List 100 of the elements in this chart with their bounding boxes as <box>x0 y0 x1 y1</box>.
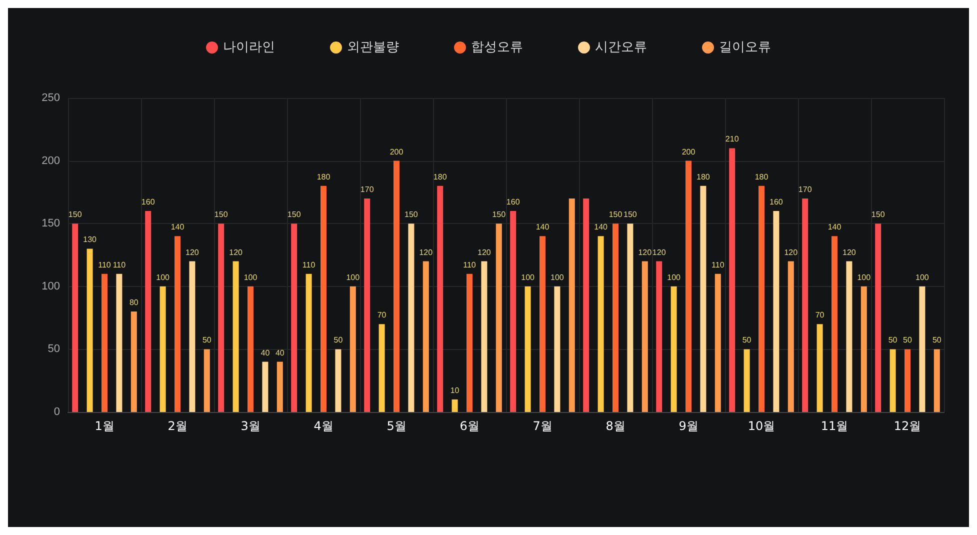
y-tick-label: 100 <box>42 280 60 292</box>
data-label: 180 <box>754 172 769 182</box>
data-label: 120 <box>638 248 652 257</box>
data-label: 150 <box>287 210 302 220</box>
x-tick-label: 5월 <box>386 419 406 433</box>
bar <box>320 186 326 412</box>
data-label: 50 <box>202 336 212 345</box>
data-label: 120 <box>229 248 244 257</box>
data-label: 110 <box>112 260 126 270</box>
data-label: 170 <box>798 184 812 194</box>
data-label: 100 <box>857 272 872 282</box>
bar <box>773 211 780 412</box>
bar <box>700 186 706 412</box>
bar <box>714 274 721 412</box>
data-label: 120 <box>478 248 492 257</box>
bar <box>627 224 634 412</box>
bar <box>744 349 750 412</box>
data-label: 160 <box>506 198 520 207</box>
data-label: 170 <box>360 184 374 194</box>
x-tick-label: 3월 <box>240 419 260 433</box>
data-label: 160 <box>141 198 156 207</box>
bar <box>408 224 414 412</box>
bar <box>846 261 852 412</box>
bar <box>86 248 93 412</box>
bar <box>816 324 823 412</box>
bar <box>729 148 736 412</box>
data-label: 120 <box>186 248 200 257</box>
bar <box>378 324 385 412</box>
bar <box>642 261 648 412</box>
bar <box>612 224 618 412</box>
data-label: 200 <box>682 147 696 156</box>
data-label: 70 <box>377 310 387 320</box>
x-tick-label: 12월 <box>894 419 922 433</box>
data-label: 110 <box>463 260 476 270</box>
data-label: 130 <box>83 235 98 244</box>
data-label: 150 <box>492 210 506 220</box>
y-tick-label: 250 <box>42 92 60 104</box>
bar <box>934 349 940 412</box>
x-tick-label: 2월 <box>168 419 188 433</box>
data-label: 110 <box>98 260 112 270</box>
x-tick-label: 11월 <box>820 419 848 433</box>
data-label: 40 <box>260 348 270 358</box>
bar <box>160 286 166 412</box>
data-label: 160 <box>770 198 784 207</box>
bar <box>510 211 516 412</box>
data-label: 200 <box>390 147 404 156</box>
data-label: 50 <box>903 336 912 345</box>
x-tick-label: 1월 <box>94 419 114 433</box>
bar <box>890 349 896 412</box>
bar <box>466 274 472 412</box>
bar <box>248 286 254 412</box>
bar <box>568 198 575 412</box>
bar <box>276 362 283 412</box>
data-label: 40 <box>275 348 285 358</box>
bar <box>686 160 692 412</box>
data-label: 120 <box>842 248 856 257</box>
data-label: 50 <box>742 336 752 345</box>
data-label: 120 <box>784 248 798 257</box>
x-tick-label: 7월 <box>532 419 552 433</box>
bar <box>802 198 808 412</box>
bar <box>335 349 342 412</box>
data-label: 70 <box>815 310 825 320</box>
bar <box>554 286 560 412</box>
bar <box>481 261 488 412</box>
bar <box>656 261 662 412</box>
data-label: 100 <box>667 272 682 282</box>
data-label: 150 <box>68 210 82 220</box>
data-label: 110 <box>302 260 316 270</box>
data-label: 140 <box>828 222 842 232</box>
data-label: 210 <box>725 134 740 144</box>
legend-label: 시간오류 <box>595 40 647 55</box>
data-label: 150 <box>404 210 418 220</box>
x-tick-label: 10월 <box>748 419 776 433</box>
bar <box>452 399 458 412</box>
bar <box>291 224 298 412</box>
data-label: 50 <box>888 336 898 345</box>
data-label: 100 <box>244 272 258 282</box>
data-label: 100 <box>156 272 170 282</box>
bar <box>102 274 108 412</box>
y-tick-label: 150 <box>42 218 60 230</box>
bar <box>540 236 546 412</box>
legend-label: 나이라인 <box>223 40 275 55</box>
bar <box>437 186 444 412</box>
data-label: 180 <box>433 172 448 182</box>
bar <box>189 261 196 412</box>
bar <box>350 286 356 412</box>
bar <box>218 224 224 412</box>
bar <box>422 261 429 412</box>
data-label: 100 <box>521 272 536 282</box>
bar <box>524 286 531 412</box>
bar <box>758 186 764 412</box>
data-label: 150 <box>214 210 228 220</box>
bar <box>72 224 78 412</box>
y-tick-label: 200 <box>42 154 60 167</box>
bar <box>496 224 502 412</box>
x-tick-label: 9월 <box>678 419 698 433</box>
x-tick-label: 8월 <box>606 419 626 433</box>
bar <box>788 261 794 412</box>
bar <box>174 236 180 412</box>
data-label: 80 <box>129 298 139 308</box>
